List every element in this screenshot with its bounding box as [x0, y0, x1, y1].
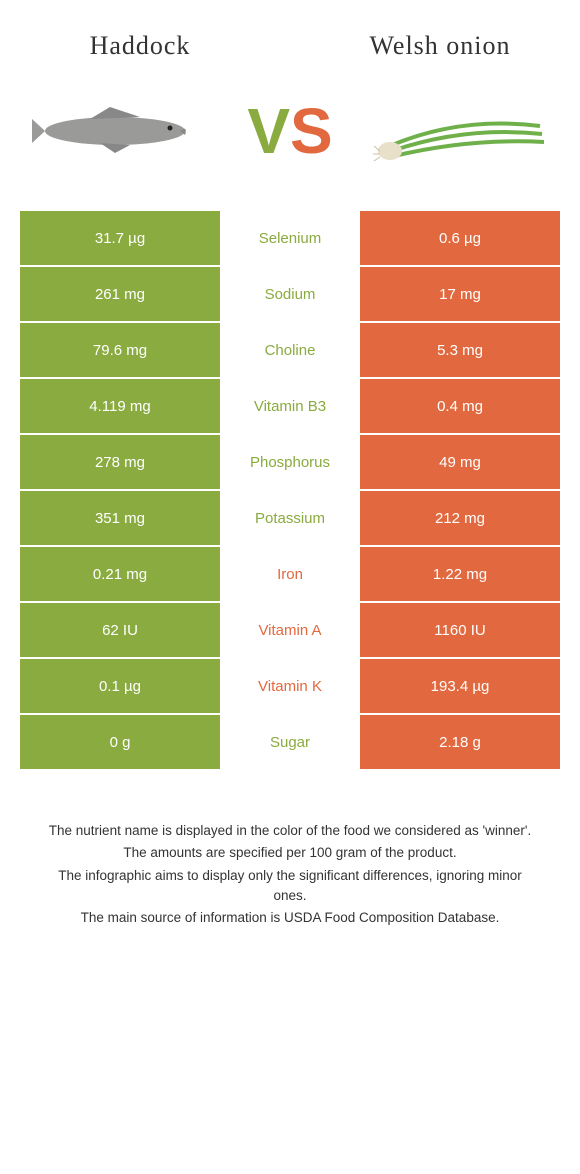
nutrient-name-cell: Vitamin B3 [220, 379, 360, 435]
nutrient-name-cell: Selenium [220, 211, 360, 267]
table-row: 79.6 mgCholine5.3 mg [20, 323, 560, 379]
nutrient-name-cell: Choline [220, 323, 360, 379]
table-row: 0.21 mgIron1.22 mg [20, 547, 560, 603]
right-value-cell: 0.6 µg [360, 211, 560, 267]
table-row: 261 mgSodium17 mg [20, 267, 560, 323]
footer-line: The main source of information is USDA F… [40, 908, 540, 928]
right-value-cell: 49 mg [360, 435, 560, 491]
right-value-cell: 2.18 g [360, 715, 560, 771]
right-food-title: Welsh onion [350, 30, 530, 61]
right-value-cell: 0.4 mg [360, 379, 560, 435]
table-row: 351 mgPotassium212 mg [20, 491, 560, 547]
comparison-table: 31.7 µgSelenium0.6 µg261 mgSodium17 mg79… [20, 211, 560, 771]
left-value-cell: 62 IU [20, 603, 220, 659]
footer-line: The infographic aims to display only the… [40, 866, 540, 907]
welsh-onion-image [370, 91, 550, 171]
table-row: 62 IUVitamin A1160 IU [20, 603, 560, 659]
nutrient-name-cell: Potassium [220, 491, 360, 547]
table-row: 0 gSugar2.18 g [20, 715, 560, 771]
footer-line: The amounts are specified per 100 gram o… [40, 843, 540, 863]
vs-row: VS [20, 91, 560, 211]
left-food-title: Haddock [50, 30, 230, 61]
haddock-image [30, 91, 210, 171]
nutrient-name-cell: Sodium [220, 267, 360, 323]
left-value-cell: 0 g [20, 715, 220, 771]
nutrient-name-cell: Vitamin A [220, 603, 360, 659]
left-value-cell: 0.1 µg [20, 659, 220, 715]
table-row: 0.1 µgVitamin K193.4 µg [20, 659, 560, 715]
nutrient-name-cell: Iron [220, 547, 360, 603]
left-value-cell: 261 mg [20, 267, 220, 323]
right-value-cell: 1.22 mg [360, 547, 560, 603]
nutrient-name-cell: Phosphorus [220, 435, 360, 491]
right-value-cell: 17 mg [360, 267, 560, 323]
footer-line: The nutrient name is displayed in the co… [40, 821, 540, 841]
left-value-cell: 31.7 µg [20, 211, 220, 267]
nutrient-name-cell: Vitamin K [220, 659, 360, 715]
nutrient-name-cell: Sugar [220, 715, 360, 771]
left-value-cell: 278 mg [20, 435, 220, 491]
left-value-cell: 79.6 mg [20, 323, 220, 379]
table-row: 278 mgPhosphorus49 mg [20, 435, 560, 491]
right-value-cell: 193.4 µg [360, 659, 560, 715]
left-value-cell: 0.21 mg [20, 547, 220, 603]
right-value-cell: 212 mg [360, 491, 560, 547]
table-row: 31.7 µgSelenium0.6 µg [20, 211, 560, 267]
right-value-cell: 1160 IU [360, 603, 560, 659]
vs-label: VS [247, 94, 332, 168]
header: Haddock Welsh onion [20, 20, 560, 91]
footer-notes: The nutrient name is displayed in the co… [20, 821, 560, 928]
table-row: 4.119 mgVitamin B30.4 mg [20, 379, 560, 435]
right-value-cell: 5.3 mg [360, 323, 560, 379]
left-value-cell: 4.119 mg [20, 379, 220, 435]
left-value-cell: 351 mg [20, 491, 220, 547]
vs-v-letter: V [247, 94, 290, 168]
vs-s-letter: S [290, 94, 333, 168]
